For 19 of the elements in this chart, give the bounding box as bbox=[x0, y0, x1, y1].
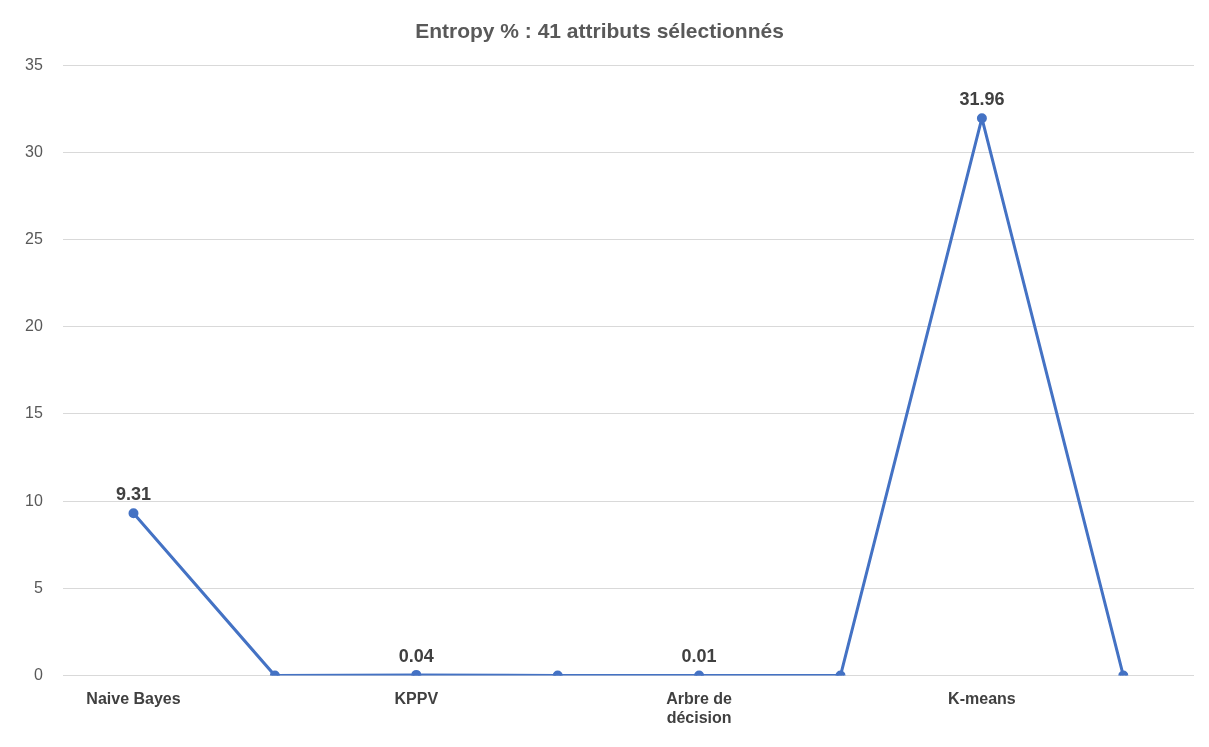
point bbox=[128, 508, 139, 519]
y-tick-label: 10 bbox=[25, 491, 43, 509]
y-tick-label: 20 bbox=[25, 317, 43, 335]
x-tick-label: KPPV bbox=[394, 689, 439, 707]
chart-title: Entropy % : 41 attributs sélectionnés bbox=[415, 19, 784, 43]
y-tick-label: 25 bbox=[25, 230, 43, 248]
data-label: 0.04 bbox=[398, 645, 434, 666]
x-tick-label: K-means bbox=[948, 689, 1016, 707]
data-label: 31.96 bbox=[959, 89, 1005, 110]
y-tick-label: 15 bbox=[25, 404, 43, 422]
x-tick-label: Arbre de décision bbox=[666, 689, 733, 726]
data-label: 9.31 bbox=[115, 484, 152, 505]
y-tick-label: 35 bbox=[25, 55, 43, 73]
data-label: 0.01 bbox=[681, 646, 717, 667]
point bbox=[976, 113, 987, 124]
y-tick-label: 0 bbox=[33, 666, 43, 684]
y-tick-label: 30 bbox=[25, 142, 43, 160]
x-tick-label: Naive Bayes bbox=[86, 689, 181, 707]
y-tick-label: 5 bbox=[33, 578, 43, 596]
